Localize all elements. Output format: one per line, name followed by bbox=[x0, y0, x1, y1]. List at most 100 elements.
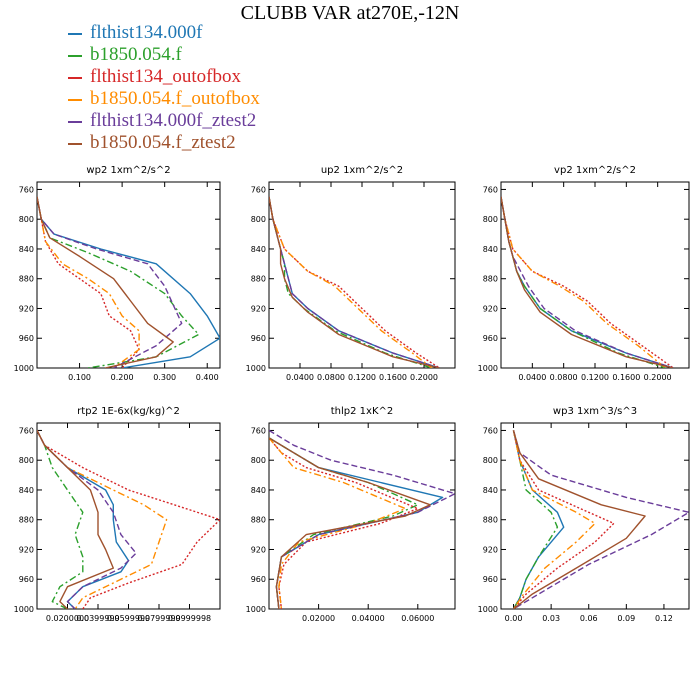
series-line bbox=[512, 430, 559, 609]
x-tick-label: 0.0400 bbox=[518, 373, 546, 382]
series-line bbox=[37, 430, 168, 609]
series-line bbox=[37, 196, 140, 368]
series-line bbox=[269, 196, 440, 368]
y-tick-label: 880 bbox=[483, 275, 498, 284]
series-line bbox=[37, 196, 183, 368]
legend-swatch bbox=[68, 32, 82, 35]
page-title: CLUBB VAR at270E,-12N bbox=[240, 2, 460, 24]
series-line bbox=[37, 430, 130, 609]
y-tick-label: 960 bbox=[251, 575, 266, 584]
x-tick-label: 0.400 bbox=[196, 373, 219, 382]
series-line bbox=[269, 196, 433, 368]
y-tick-label: 920 bbox=[483, 304, 498, 313]
x-tick-label: 0.03 bbox=[542, 614, 560, 623]
panel-title: rtp2 1E-6x(kg/kg)^2 bbox=[77, 406, 180, 417]
series-line bbox=[269, 196, 433, 368]
chart-panel: wp2 1xm^2/s^2 760 800 840 880 920 960 1000 0.100… bbox=[14, 165, 221, 382]
plot-frame bbox=[36, 181, 221, 369]
x-tick-label: 0.0999998 bbox=[168, 614, 211, 623]
series-line bbox=[269, 196, 440, 368]
x-tick-label: 0.1200 bbox=[581, 373, 609, 382]
x-tick-label: 0.06000 bbox=[401, 614, 434, 623]
y-tick-label: 880 bbox=[483, 516, 498, 525]
y-tick-label: 920 bbox=[483, 545, 498, 554]
x-tick-label: 0.06 bbox=[580, 614, 598, 623]
chart-panel: rtp2 1E-6x(kg/kg)^2 760 800 840 880 920 960 100… bbox=[14, 406, 221, 623]
y-tick-label: 840 bbox=[483, 486, 498, 495]
x-tick-label: 0.300 bbox=[153, 373, 176, 382]
legend-swatch bbox=[68, 54, 82, 57]
x-tick-label: 0.2000 bbox=[410, 373, 438, 382]
x-tick-label: 0.1200 bbox=[348, 373, 376, 382]
series-line bbox=[512, 430, 565, 609]
legend-label: b1850.054.f bbox=[90, 44, 182, 65]
y-tick-label: 760 bbox=[483, 426, 498, 435]
panel-title: thlp2 1xK^2 bbox=[331, 406, 394, 417]
y-tick-label: 960 bbox=[251, 334, 266, 343]
series-line bbox=[512, 430, 646, 609]
series-line bbox=[37, 196, 140, 368]
series-line bbox=[269, 437, 431, 609]
y-tick-label: 840 bbox=[19, 245, 34, 254]
series-line bbox=[269, 437, 444, 609]
x-tick-label: 0.0800 bbox=[317, 373, 345, 382]
y-tick-label: 960 bbox=[19, 575, 34, 584]
chart-panel: wp3 1xm^3/s^3 760 800 840 880 920 960 1000 0.00 0… bbox=[478, 406, 690, 623]
y-tick-label: 800 bbox=[251, 215, 266, 224]
legend: flthist134.000f b1850.054.f flthist134_o… bbox=[68, 22, 260, 154]
series-line bbox=[269, 437, 419, 609]
x-tick-label: 0.00 bbox=[505, 614, 523, 623]
y-tick-label: 760 bbox=[483, 185, 498, 194]
y-tick-label: 1000 bbox=[478, 605, 498, 614]
y-tick-label: 920 bbox=[251, 304, 266, 313]
y-tick-label: 840 bbox=[19, 486, 34, 495]
legend-swatch bbox=[68, 98, 82, 101]
y-tick-label: 1000 bbox=[14, 605, 34, 614]
panel-title: vp2 1xm^2/s^2 bbox=[554, 165, 636, 176]
legend-item: flthist134.000f bbox=[68, 22, 260, 44]
y-tick-label: 880 bbox=[251, 275, 266, 284]
y-tick-label: 920 bbox=[19, 545, 34, 554]
x-tick-label: 0.1600 bbox=[379, 373, 407, 382]
x-tick-label: 0.12 bbox=[655, 614, 673, 623]
plot-frame bbox=[36, 422, 221, 610]
x-tick-label: 0.0400 bbox=[286, 373, 314, 382]
series-line bbox=[37, 430, 137, 609]
y-tick-label: 920 bbox=[251, 545, 266, 554]
y-tick-label: 880 bbox=[19, 275, 34, 284]
y-tick-label: 840 bbox=[483, 245, 498, 254]
x-tick-label: 0.0200000 bbox=[46, 614, 89, 623]
legend-swatch bbox=[68, 142, 82, 145]
x-tick-label: 0.09 bbox=[617, 614, 635, 623]
x-tick-label: 0.100 bbox=[68, 373, 91, 382]
y-tick-label: 960 bbox=[483, 575, 498, 584]
series-line bbox=[512, 430, 596, 609]
y-tick-label: 760 bbox=[19, 426, 34, 435]
y-tick-label: 760 bbox=[251, 185, 266, 194]
y-tick-label: 840 bbox=[251, 245, 266, 254]
y-tick-label: 960 bbox=[19, 334, 34, 343]
series-line bbox=[37, 196, 174, 368]
x-tick-label: 0.0800 bbox=[550, 373, 578, 382]
y-tick-label: 1000 bbox=[246, 605, 266, 614]
series-line bbox=[37, 196, 200, 368]
series-line bbox=[269, 437, 407, 609]
legend-label: b1850.054.f_outofbox bbox=[90, 88, 260, 109]
y-tick-label: 800 bbox=[19, 215, 34, 224]
y-tick-label: 960 bbox=[483, 334, 498, 343]
x-tick-label: 0.02000 bbox=[302, 614, 335, 623]
legend-label: b1850.054.f_ztest2 bbox=[90, 132, 236, 153]
y-tick-label: 920 bbox=[19, 304, 34, 313]
series-line bbox=[37, 430, 220, 609]
y-tick-label: 800 bbox=[483, 215, 498, 224]
series-line bbox=[512, 430, 615, 609]
series-line bbox=[501, 196, 674, 368]
plot-frame bbox=[268, 422, 456, 610]
y-tick-label: 1000 bbox=[14, 364, 34, 373]
y-tick-label: 800 bbox=[483, 456, 498, 465]
y-tick-label: 1000 bbox=[246, 364, 266, 373]
y-tick-label: 880 bbox=[251, 516, 266, 525]
x-tick-label: 0.1600 bbox=[612, 373, 640, 382]
x-tick-label: 0.0399999 bbox=[76, 614, 119, 623]
legend-label: flthist134_outofbox bbox=[90, 66, 241, 87]
